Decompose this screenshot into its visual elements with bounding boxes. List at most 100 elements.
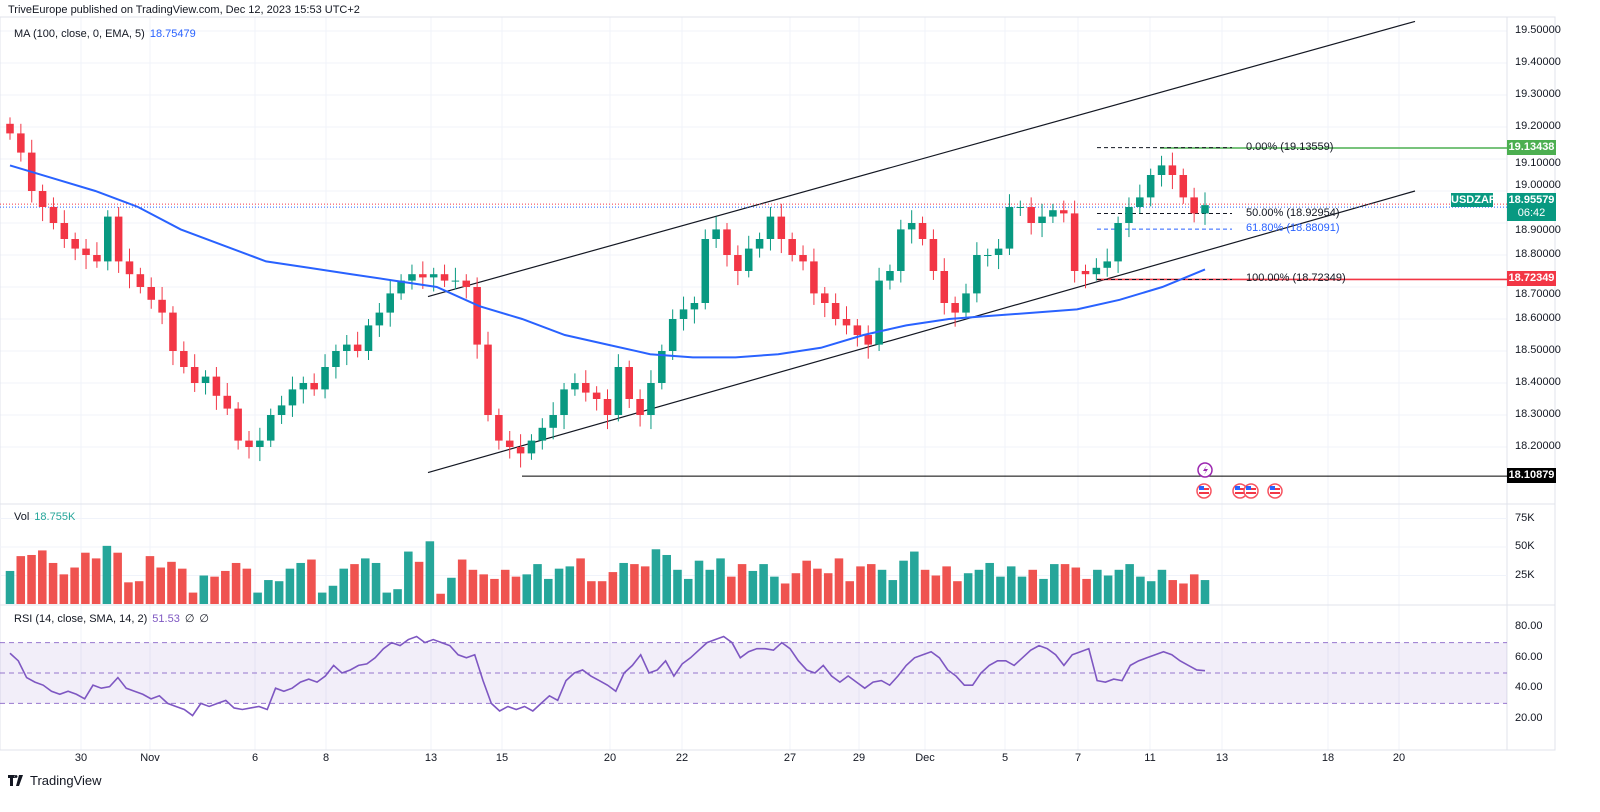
volume-bar xyxy=(985,562,994,604)
candle xyxy=(266,408,275,447)
candle xyxy=(180,341,188,374)
candle-body xyxy=(397,280,405,294)
candle-body xyxy=(603,399,612,415)
volume-bar xyxy=(1103,575,1113,604)
candle-body xyxy=(321,367,329,390)
price-tick-label: 18.60000 xyxy=(1515,312,1561,324)
volume-bar xyxy=(1050,564,1059,604)
candle-body xyxy=(560,389,568,415)
volume-bar xyxy=(59,574,69,604)
x-tick-label: 8 xyxy=(322,752,330,764)
volume-bar xyxy=(544,578,553,604)
candle xyxy=(853,319,862,347)
candle-body xyxy=(864,335,872,345)
candle xyxy=(234,402,242,450)
volume-bar xyxy=(608,572,618,604)
volume-bar xyxy=(317,592,327,604)
volume-bar xyxy=(931,575,941,604)
volume-bar xyxy=(1071,567,1081,604)
candle xyxy=(549,402,557,440)
volume-bar xyxy=(16,556,26,604)
candle xyxy=(505,431,514,459)
candle xyxy=(49,197,58,230)
candle xyxy=(343,335,351,366)
candle xyxy=(744,235,753,278)
candle-body xyxy=(180,351,188,367)
volume-bar xyxy=(188,592,198,604)
us-flag-event-icon xyxy=(1267,483,1283,499)
volume-bar xyxy=(920,569,930,604)
ma-legend[interactable]: MA (100, close, 0, EMA, 5) 18.75479 xyxy=(14,28,201,40)
volume-bar xyxy=(1168,580,1177,604)
candle-body xyxy=(1049,210,1057,217)
candle xyxy=(1136,184,1144,214)
candle xyxy=(810,248,818,305)
volume-bar xyxy=(533,564,542,604)
price-tick-label: 18.30000 xyxy=(1515,408,1561,420)
candle-body xyxy=(897,229,905,271)
candle-body xyxy=(1081,271,1090,275)
volume-legend-value: 18.755K xyxy=(34,511,76,523)
volume-bar xyxy=(27,554,36,604)
volume-bar xyxy=(1028,569,1038,604)
volume-bar xyxy=(522,574,532,604)
candle xyxy=(592,386,601,411)
volume-bar xyxy=(1125,564,1134,604)
volume-bar xyxy=(382,592,392,604)
candle-body xyxy=(386,293,394,313)
candle xyxy=(940,258,949,315)
rsi-tick-label: 60.00 xyxy=(1515,650,1543,663)
volume-bar xyxy=(264,580,273,604)
price-tick-label: 19.40000 xyxy=(1515,56,1561,68)
x-tick-label: 6 xyxy=(251,752,259,764)
candle-body xyxy=(940,271,949,303)
tradingview-logo[interactable]: TradingView xyxy=(8,773,102,788)
candle-body xyxy=(592,392,601,399)
volume-bar xyxy=(339,568,349,604)
candle-body xyxy=(1005,207,1014,249)
volume-bar xyxy=(1017,576,1027,604)
volume-bar xyxy=(813,568,822,604)
volume-bar xyxy=(727,576,736,604)
flag-canton xyxy=(1270,486,1275,490)
candle xyxy=(658,344,666,390)
rsi-legend[interactable]: RSI (14, close, SMA, 14, 2) 51.53 ∅ ∅ xyxy=(14,612,214,625)
price-tick-label: 18.70000 xyxy=(1515,288,1561,301)
candle-body xyxy=(962,293,970,313)
volume-bar xyxy=(716,558,725,604)
x-tick-label: 20 xyxy=(1392,752,1406,764)
volume-bar xyxy=(134,581,144,604)
candle-body xyxy=(451,280,460,282)
price-tick-label: 19.30000 xyxy=(1515,88,1561,100)
volume-bar xyxy=(694,560,704,604)
rsi-line xyxy=(9,635,1206,717)
candle xyxy=(907,210,916,244)
publisher-line: TriveEurope published on TradingView.com… xyxy=(8,4,360,16)
fib-level-label: 61.80% (18.88091) xyxy=(1246,222,1340,235)
volume-bar xyxy=(1060,564,1070,604)
candle-body xyxy=(1168,165,1177,175)
candle xyxy=(560,383,568,430)
candle-body xyxy=(549,415,557,428)
candle xyxy=(983,248,992,267)
volume-bar xyxy=(436,593,445,604)
volume-legend-label: Vol xyxy=(14,511,30,523)
candle-body xyxy=(1190,197,1198,214)
candle-body xyxy=(256,440,264,447)
volume-bar xyxy=(307,559,316,604)
volume-legend[interactable]: Vol 18.755K xyxy=(14,511,80,523)
candle-body xyxy=(821,293,829,303)
candle-body xyxy=(1103,261,1111,268)
candle-body xyxy=(212,376,221,396)
rsi-extra-2: ∅ xyxy=(199,613,209,625)
candle xyxy=(158,287,166,325)
candle-body xyxy=(668,319,677,351)
candle-body xyxy=(973,255,981,294)
price-tick-label: 18.50000 xyxy=(1515,344,1561,356)
flag-canton xyxy=(1199,486,1204,490)
volume-bar xyxy=(70,567,79,604)
volume-bar xyxy=(371,562,381,604)
volume-bar xyxy=(619,562,628,604)
volume-bar xyxy=(199,575,209,604)
